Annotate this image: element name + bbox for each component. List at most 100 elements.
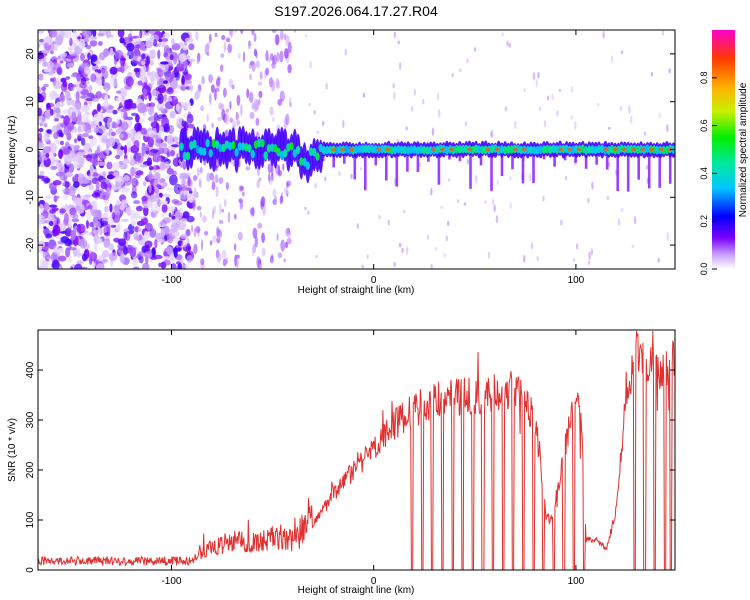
noise-speck — [134, 132, 142, 140]
noise-streak — [276, 80, 281, 89]
noise-speck — [90, 200, 98, 210]
noise-speck — [170, 150, 175, 157]
snr-x-tick-label: -100 — [161, 576, 181, 587]
noise-speck — [127, 223, 135, 235]
noise-speck — [447, 178, 451, 183]
noise-speck — [97, 209, 102, 221]
noise-speck — [171, 38, 175, 46]
signal-peak — [485, 148, 491, 151]
signal-track-core — [554, 145, 560, 154]
noise-speck — [79, 238, 88, 249]
noise-speck — [93, 243, 98, 252]
noise-speck — [139, 30, 143, 39]
signal-track-core — [561, 144, 566, 154]
noise-speck — [94, 59, 101, 65]
signal-track-core — [325, 145, 330, 155]
noise-streak — [277, 99, 283, 106]
snr-plot-area — [38, 330, 675, 570]
noise-speck — [38, 214, 45, 225]
noise-streak — [280, 239, 286, 252]
noise-speck — [130, 191, 138, 199]
noise-speck — [509, 202, 512, 210]
noise-speck — [173, 56, 178, 65]
noise-streak — [269, 106, 274, 116]
noise-streak — [221, 249, 227, 261]
noise-speck — [143, 231, 149, 242]
noise-streak — [268, 172, 271, 182]
noise-speck — [180, 234, 188, 240]
noise-streak — [277, 252, 283, 259]
noise-speck — [156, 122, 160, 134]
colorbar: 0.0 0.2 0.4 0.6 0.8 Normalized spectral ampl… — [699, 30, 749, 275]
noise-speck — [129, 159, 136, 167]
noise-speck — [52, 105, 61, 114]
noise-speck — [126, 140, 132, 148]
noise-streak — [221, 34, 226, 41]
noise-streak — [286, 181, 289, 188]
noise-streak — [210, 84, 215, 93]
signal-track-core — [532, 146, 537, 155]
noise-speck — [392, 83, 395, 89]
noise-speck — [608, 126, 611, 130]
noise-streak — [195, 191, 199, 199]
noise-streak — [214, 174, 219, 184]
signal-track-core — [477, 145, 482, 154]
noise-speck — [125, 230, 131, 241]
signal-track-core — [635, 145, 640, 154]
noise-speck — [459, 68, 462, 73]
noise-speck — [620, 207, 624, 213]
noise-speck — [183, 264, 190, 269]
noise-speck — [123, 175, 130, 182]
noise-speck — [308, 102, 311, 107]
signal-track-core — [506, 145, 511, 154]
noise-speck — [350, 173, 353, 180]
signal-peak — [667, 148, 673, 151]
noise-speck — [160, 62, 169, 73]
noise-speck — [82, 253, 88, 262]
noise-speck — [96, 103, 101, 112]
noise-speck — [147, 136, 154, 148]
noise-speck — [129, 247, 137, 258]
signal-track-core — [205, 138, 210, 148]
noise-speck — [158, 262, 162, 268]
noise-speck — [142, 88, 148, 97]
noise-streak — [227, 211, 231, 224]
noise-speck — [118, 161, 124, 165]
noise-streak — [235, 111, 239, 121]
noise-speck — [175, 71, 180, 81]
noise-streak — [192, 199, 196, 211]
noise-speck — [169, 54, 174, 61]
noise-speck — [38, 43, 41, 48]
snr-x-label: Height of straight line (km) — [298, 585, 415, 596]
signal-sidelobe — [626, 151, 630, 192]
snr-y-tick-label: 400 — [25, 361, 36, 378]
noise-streak — [283, 33, 287, 40]
noise-streak — [236, 120, 240, 127]
noise-speck — [38, 53, 45, 60]
noise-speck — [570, 115, 573, 120]
noise-speck — [66, 96, 73, 106]
noise-speck — [491, 198, 494, 206]
noise-speck — [112, 172, 119, 177]
noise-speck — [94, 69, 99, 73]
noise-speck — [536, 255, 539, 262]
noise-speck — [93, 126, 99, 134]
signal-sidelobe — [637, 151, 640, 180]
noise-speck — [78, 38, 86, 50]
signal-peak — [630, 148, 637, 151]
noise-speck — [92, 216, 99, 227]
noise-speck — [94, 192, 100, 196]
noise-streak — [280, 91, 285, 101]
noise-speck — [60, 140, 64, 146]
signal-peak — [576, 148, 582, 151]
noise-streak — [228, 30, 233, 36]
noise-speck — [97, 124, 106, 134]
noise-speck — [86, 154, 93, 162]
noise-speck — [140, 60, 146, 65]
noise-speck — [57, 59, 61, 64]
signal-track-core — [396, 144, 401, 154]
noise-speck — [39, 170, 45, 176]
noise-speck — [38, 265, 43, 269]
noise-streak — [202, 215, 207, 223]
signal-track-core — [257, 138, 262, 148]
